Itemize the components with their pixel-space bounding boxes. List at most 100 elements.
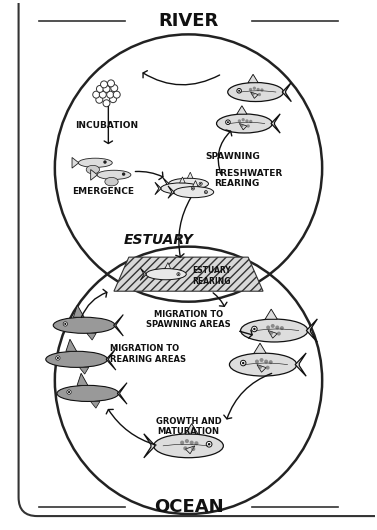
Circle shape <box>183 446 187 450</box>
Circle shape <box>226 120 230 125</box>
Polygon shape <box>187 172 193 178</box>
Circle shape <box>245 119 248 122</box>
Circle shape <box>205 191 207 193</box>
Circle shape <box>264 359 268 364</box>
Circle shape <box>269 360 273 364</box>
Circle shape <box>259 358 264 362</box>
Ellipse shape <box>146 269 186 280</box>
Polygon shape <box>265 309 277 319</box>
Polygon shape <box>251 92 258 99</box>
Polygon shape <box>114 257 263 291</box>
Circle shape <box>113 91 120 98</box>
Circle shape <box>242 362 244 364</box>
Polygon shape <box>90 401 100 408</box>
Text: OCEAN: OCEAN <box>154 498 223 516</box>
Text: MIGRATION TO
SPAWNING AREAS: MIGRATION TO SPAWNING AREAS <box>146 310 231 329</box>
Circle shape <box>178 273 179 275</box>
Circle shape <box>107 80 115 87</box>
Ellipse shape <box>216 114 272 133</box>
Circle shape <box>185 439 189 443</box>
Ellipse shape <box>161 183 201 194</box>
Circle shape <box>97 85 103 92</box>
Circle shape <box>57 357 59 359</box>
Polygon shape <box>113 314 123 336</box>
Polygon shape <box>254 343 266 354</box>
Polygon shape <box>307 319 317 342</box>
Circle shape <box>64 323 66 325</box>
Circle shape <box>63 322 67 326</box>
Polygon shape <box>79 367 89 374</box>
Circle shape <box>253 86 256 90</box>
Polygon shape <box>77 373 88 385</box>
Circle shape <box>240 124 244 127</box>
Polygon shape <box>257 365 266 372</box>
Circle shape <box>277 332 281 335</box>
Circle shape <box>191 447 195 451</box>
Polygon shape <box>268 331 277 338</box>
Polygon shape <box>91 170 97 180</box>
Polygon shape <box>144 434 155 458</box>
Text: MIGRATION TO
REARING AREAS: MIGRATION TO REARING AREAS <box>110 344 186 364</box>
Polygon shape <box>66 339 77 351</box>
Circle shape <box>199 182 202 186</box>
Polygon shape <box>106 349 116 370</box>
Ellipse shape <box>154 434 223 458</box>
Circle shape <box>227 121 229 123</box>
Circle shape <box>258 365 262 369</box>
Circle shape <box>280 326 284 330</box>
Circle shape <box>99 91 106 98</box>
Polygon shape <box>179 177 185 183</box>
Circle shape <box>266 325 270 330</box>
Circle shape <box>238 119 241 122</box>
Circle shape <box>93 91 100 98</box>
Circle shape <box>255 359 259 364</box>
Polygon shape <box>168 186 174 198</box>
Circle shape <box>275 325 279 330</box>
Polygon shape <box>271 114 280 133</box>
Circle shape <box>103 161 107 164</box>
Circle shape <box>192 188 194 189</box>
Circle shape <box>195 441 198 445</box>
FancyBboxPatch shape <box>18 0 377 516</box>
Circle shape <box>96 96 103 103</box>
Polygon shape <box>163 178 169 190</box>
Polygon shape <box>237 105 247 114</box>
Polygon shape <box>248 74 258 83</box>
Ellipse shape <box>97 170 131 180</box>
Polygon shape <box>239 123 247 130</box>
Polygon shape <box>117 383 127 404</box>
Polygon shape <box>155 182 161 195</box>
Circle shape <box>190 440 194 445</box>
Circle shape <box>68 391 70 393</box>
Text: GROWTH AND
MATURATION: GROWTH AND MATURATION <box>156 417 221 436</box>
Polygon shape <box>74 305 84 317</box>
Circle shape <box>266 366 270 369</box>
Ellipse shape <box>86 165 100 174</box>
Text: SPAWNING: SPAWNING <box>206 152 261 161</box>
Circle shape <box>251 326 257 332</box>
Polygon shape <box>140 268 146 280</box>
Circle shape <box>251 92 255 96</box>
Circle shape <box>258 93 261 96</box>
Circle shape <box>110 96 116 103</box>
Ellipse shape <box>105 178 118 186</box>
Circle shape <box>241 360 246 366</box>
Circle shape <box>56 356 60 360</box>
Polygon shape <box>282 82 291 102</box>
Polygon shape <box>165 262 171 269</box>
Polygon shape <box>193 181 198 187</box>
Text: INCUBATION: INCUBATION <box>75 121 138 130</box>
Circle shape <box>200 183 201 184</box>
Polygon shape <box>72 157 79 168</box>
Circle shape <box>206 441 212 447</box>
Circle shape <box>204 191 207 193</box>
Circle shape <box>247 125 250 128</box>
Circle shape <box>256 88 260 91</box>
Circle shape <box>253 328 256 330</box>
Circle shape <box>180 440 184 445</box>
Ellipse shape <box>241 319 308 342</box>
Text: FRESHWATER
REARING: FRESHWATER REARING <box>215 169 283 188</box>
Circle shape <box>238 90 240 92</box>
Circle shape <box>111 85 118 92</box>
Circle shape <box>107 91 113 98</box>
